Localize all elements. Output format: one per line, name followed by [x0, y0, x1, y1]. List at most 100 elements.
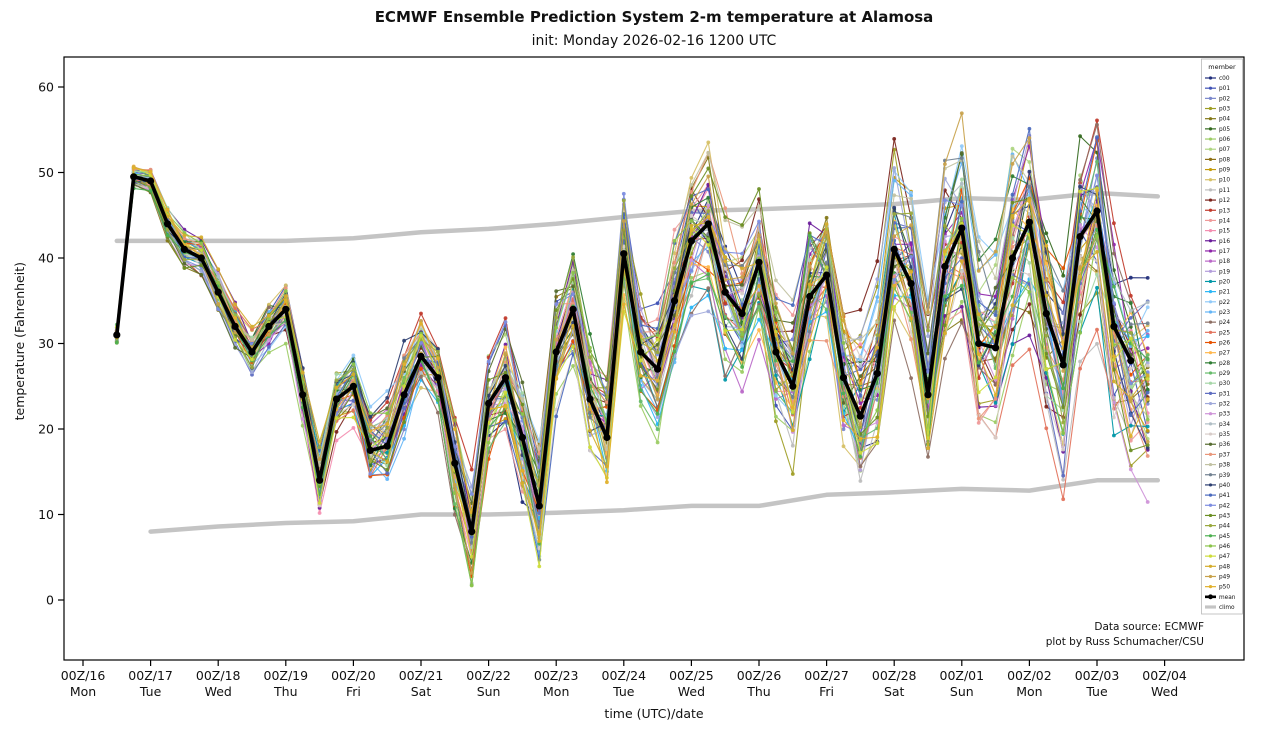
member-marker	[959, 151, 964, 155]
member-marker	[807, 258, 812, 262]
member-marker	[993, 249, 998, 254]
member-marker	[216, 280, 221, 285]
member-marker	[892, 212, 897, 216]
legend-entry-label: p46	[1219, 544, 1230, 550]
member-marker	[638, 364, 643, 368]
member-marker	[858, 393, 863, 398]
member-marker	[959, 275, 964, 280]
member-marker	[1027, 136, 1032, 140]
member-marker	[419, 319, 423, 323]
member-marker	[790, 410, 795, 414]
member-marker	[283, 286, 288, 290]
member-marker	[368, 415, 373, 419]
member-line	[116, 187, 1149, 545]
member-marker	[250, 337, 254, 342]
member-marker	[588, 360, 592, 365]
member-marker	[351, 398, 356, 403]
member-marker	[959, 304, 964, 309]
member-marker	[1128, 413, 1133, 418]
x-tick-label-utc: 00Z/25	[669, 668, 714, 683]
member-marker	[267, 332, 271, 337]
member-marker	[351, 402, 356, 407]
member-marker	[503, 316, 508, 320]
x-tick-label-utc: 00Z/24	[602, 668, 647, 683]
member-marker	[1078, 178, 1082, 182]
legend-entry-p24: p24	[1205, 320, 1230, 326]
member-marker	[689, 293, 694, 298]
member-marker	[740, 263, 744, 268]
x-tick-label-day: Wed	[1151, 684, 1178, 699]
member-marker	[1128, 399, 1133, 404]
member-marker	[672, 227, 677, 232]
member-marker	[1145, 420, 1150, 425]
legend-entry-label: p26	[1219, 341, 1230, 347]
member-marker	[520, 380, 525, 385]
mean-marker	[332, 395, 341, 403]
member-marker	[1128, 384, 1133, 389]
legend-entry-p03: p03	[1205, 107, 1230, 113]
legend-entry-label: p34	[1219, 422, 1230, 428]
member-marker	[267, 338, 271, 342]
member-marker	[250, 357, 254, 362]
member-marker	[351, 426, 356, 430]
member-marker	[216, 267, 221, 272]
member-marker	[368, 422, 373, 426]
y-tick-label: 50	[38, 165, 54, 180]
member-marker	[858, 479, 863, 483]
member-marker	[283, 289, 288, 293]
member-marker	[892, 193, 897, 198]
legend-entry-label: p29	[1219, 371, 1230, 377]
member-marker	[469, 554, 474, 559]
member-marker	[554, 325, 559, 330]
mean-marker	[806, 292, 814, 301]
member-marker	[655, 397, 660, 401]
member-marker	[993, 306, 998, 311]
member-marker	[1010, 353, 1015, 358]
member-marker	[1112, 221, 1116, 226]
member-marker	[790, 359, 795, 363]
member-marker	[605, 400, 609, 405]
member-marker	[959, 269, 964, 274]
member-marker	[419, 321, 423, 326]
legend-entry-p23: p23	[1205, 310, 1230, 316]
member-marker	[1128, 438, 1133, 443]
member-marker	[689, 313, 694, 318]
member-marker	[943, 239, 947, 244]
legend-entry-p46: p46	[1205, 544, 1230, 550]
member-marker	[757, 305, 761, 309]
member-marker	[655, 412, 660, 416]
member-marker	[1027, 180, 1032, 185]
member-marker	[385, 426, 390, 430]
member-marker	[858, 455, 863, 459]
member-marker	[317, 439, 322, 444]
member-marker	[571, 364, 575, 368]
member-marker	[943, 223, 947, 228]
member-marker	[892, 278, 897, 282]
member-marker	[385, 396, 390, 400]
member-marker	[469, 534, 474, 539]
member-marker	[1044, 278, 1049, 282]
legend-entry-p10: p10	[1205, 178, 1230, 184]
member-marker	[520, 500, 525, 504]
legend-entry-label: p07	[1219, 147, 1230, 153]
member-marker	[571, 292, 575, 296]
legend-entry-p13: p13	[1205, 208, 1230, 214]
mean-marker	[552, 348, 560, 356]
mean-marker	[1042, 310, 1050, 318]
member-marker	[740, 223, 744, 227]
mean-marker	[721, 288, 729, 296]
legend-entry-label: p41	[1219, 493, 1230, 499]
legend-marker-sample	[1208, 228, 1213, 233]
member-marker	[182, 261, 187, 266]
member-marker	[689, 281, 694, 285]
legend-marker-sample	[1208, 483, 1213, 487]
member-marker	[774, 373, 778, 378]
member-marker	[588, 355, 592, 360]
legend-entry-label: p09	[1219, 168, 1230, 174]
member-marker	[706, 150, 711, 155]
mean-marker	[958, 224, 966, 232]
member-marker	[740, 266, 744, 271]
member-marker	[740, 389, 744, 394]
member-marker	[892, 205, 897, 210]
member-marker	[892, 166, 897, 170]
